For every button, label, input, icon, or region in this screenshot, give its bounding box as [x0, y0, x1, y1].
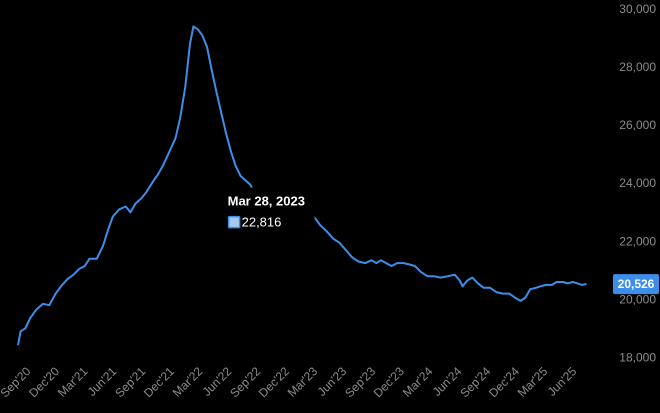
x-tick-label: Sep'21	[112, 364, 148, 400]
x-tick-label: Dec'22	[256, 364, 292, 400]
x-tick-label: Sep'22	[227, 364, 263, 400]
tooltip-date: Mar 28, 2023	[228, 194, 305, 209]
y-tick-label: 18,000	[619, 350, 656, 364]
y-tick-label: 26,000	[619, 118, 656, 132]
last-value-badge-bg	[613, 274, 659, 295]
x-tick-label: Jun'25	[545, 364, 580, 399]
y-tick-label: 20,000	[619, 292, 656, 306]
x-tick-label: Mar'23	[285, 364, 321, 400]
y-tick-label: 24,000	[619, 176, 656, 190]
x-tick-label: Dec'24	[486, 364, 522, 400]
last-value-badge: 20,526	[613, 274, 659, 295]
x-tick-label: Mar'22	[170, 364, 206, 400]
x-tick-label: Mar'25	[515, 364, 551, 400]
x-tick-label: Sep'23	[342, 364, 378, 400]
x-tick-label: Mar'21	[55, 364, 91, 400]
last-value-label: 20,526	[618, 277, 655, 291]
x-tick-label: Sep'20	[0, 364, 34, 400]
x-tick-label: Dec'20	[26, 364, 62, 400]
x-tick-label: Dec'23	[371, 364, 407, 400]
x-tick-label: Sep'24	[457, 364, 493, 400]
y-tick-label: 22,000	[619, 234, 656, 248]
tooltip: Mar 28, 2023 22,816	[222, 187, 315, 234]
series-line	[17, 25, 587, 346]
tooltip-value: 22,816	[242, 215, 282, 230]
x-tick-label: Mar'24	[400, 364, 436, 400]
tooltip-swatch	[227, 215, 241, 229]
x-tick-label: Dec'21	[141, 364, 177, 400]
y-axis-ticks: 18,000 20,000 22,000 24,000 26,000 28,000 30,0…	[619, 2, 656, 364]
y-tick-label: 28,000	[619, 60, 656, 74]
y-tick-label: 30,000	[619, 2, 656, 16]
x-axis-ticks: Sep'20Dec'20Mar'21Jun'21Sep'21Dec'21Mar'…	[0, 364, 580, 400]
